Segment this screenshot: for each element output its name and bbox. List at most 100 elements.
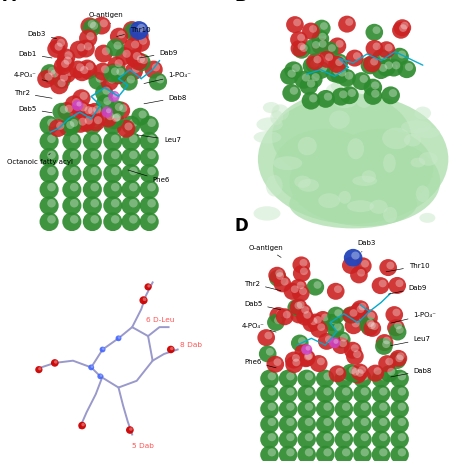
Circle shape xyxy=(268,433,276,441)
Circle shape xyxy=(115,103,123,111)
Ellipse shape xyxy=(383,207,397,223)
Circle shape xyxy=(121,132,141,151)
Circle shape xyxy=(61,60,69,68)
Circle shape xyxy=(342,307,359,323)
Circle shape xyxy=(58,65,76,83)
Circle shape xyxy=(85,116,93,124)
Circle shape xyxy=(39,212,59,231)
Circle shape xyxy=(398,433,406,441)
Circle shape xyxy=(81,17,99,35)
Ellipse shape xyxy=(289,137,440,226)
Circle shape xyxy=(335,58,343,66)
Circle shape xyxy=(342,418,350,426)
Circle shape xyxy=(103,116,122,135)
Text: Dab9: Dab9 xyxy=(388,285,427,294)
Circle shape xyxy=(90,22,98,30)
Circle shape xyxy=(311,38,329,55)
Circle shape xyxy=(294,303,312,321)
Circle shape xyxy=(108,91,119,102)
Circle shape xyxy=(349,367,366,384)
Circle shape xyxy=(106,110,124,128)
Circle shape xyxy=(297,370,316,388)
Circle shape xyxy=(297,34,305,41)
Circle shape xyxy=(326,64,344,82)
Circle shape xyxy=(102,47,110,55)
Ellipse shape xyxy=(410,158,425,167)
Circle shape xyxy=(82,423,85,426)
Circle shape xyxy=(372,61,390,79)
Circle shape xyxy=(392,308,401,316)
Circle shape xyxy=(279,385,297,403)
Circle shape xyxy=(316,370,335,388)
Ellipse shape xyxy=(258,94,448,224)
Circle shape xyxy=(103,180,122,199)
Circle shape xyxy=(57,39,65,47)
Circle shape xyxy=(372,445,390,464)
Circle shape xyxy=(39,180,59,199)
Circle shape xyxy=(390,400,409,418)
Circle shape xyxy=(304,70,323,89)
Circle shape xyxy=(361,372,369,380)
Circle shape xyxy=(329,337,340,348)
Text: B: B xyxy=(235,0,247,5)
Circle shape xyxy=(86,103,104,121)
Circle shape xyxy=(82,19,101,37)
Circle shape xyxy=(399,24,407,32)
Circle shape xyxy=(129,167,138,175)
Circle shape xyxy=(140,116,159,135)
Text: 1-PO₄⁻: 1-PO₄⁻ xyxy=(391,312,437,323)
Circle shape xyxy=(109,67,127,84)
Text: A: A xyxy=(2,0,15,5)
Circle shape xyxy=(371,89,380,98)
Circle shape xyxy=(126,49,144,67)
Circle shape xyxy=(382,86,400,104)
Circle shape xyxy=(103,212,122,231)
Circle shape xyxy=(59,118,77,136)
Circle shape xyxy=(101,107,113,118)
Circle shape xyxy=(287,299,305,316)
Circle shape xyxy=(358,303,366,310)
Circle shape xyxy=(356,369,364,377)
Circle shape xyxy=(386,261,394,269)
Circle shape xyxy=(279,445,297,464)
Circle shape xyxy=(349,260,357,267)
Circle shape xyxy=(110,27,128,46)
Circle shape xyxy=(70,199,79,207)
Circle shape xyxy=(342,372,350,380)
Circle shape xyxy=(291,40,308,57)
Circle shape xyxy=(76,102,82,107)
Circle shape xyxy=(311,61,330,79)
Circle shape xyxy=(47,135,56,143)
Circle shape xyxy=(113,41,122,49)
Circle shape xyxy=(83,148,102,167)
Circle shape xyxy=(398,448,406,456)
Circle shape xyxy=(332,337,350,354)
Circle shape xyxy=(318,51,336,68)
Text: Dab3: Dab3 xyxy=(27,31,57,39)
Circle shape xyxy=(397,352,405,360)
Circle shape xyxy=(117,68,125,75)
Circle shape xyxy=(124,23,142,41)
Circle shape xyxy=(79,117,87,126)
Circle shape xyxy=(372,415,390,433)
Circle shape xyxy=(97,373,103,379)
Circle shape xyxy=(351,368,359,376)
Circle shape xyxy=(387,319,405,336)
Circle shape xyxy=(397,60,416,78)
Circle shape xyxy=(83,180,102,199)
Circle shape xyxy=(53,103,71,121)
Text: Dab3: Dab3 xyxy=(358,240,376,252)
Circle shape xyxy=(330,316,338,324)
Circle shape xyxy=(140,196,159,215)
Circle shape xyxy=(353,431,372,448)
Circle shape xyxy=(305,55,324,74)
Circle shape xyxy=(260,400,279,418)
Circle shape xyxy=(62,180,82,199)
Circle shape xyxy=(336,368,344,376)
Circle shape xyxy=(129,118,138,127)
Circle shape xyxy=(79,103,87,111)
Ellipse shape xyxy=(338,191,351,204)
Circle shape xyxy=(92,17,110,34)
Circle shape xyxy=(121,196,141,215)
Circle shape xyxy=(342,448,350,456)
